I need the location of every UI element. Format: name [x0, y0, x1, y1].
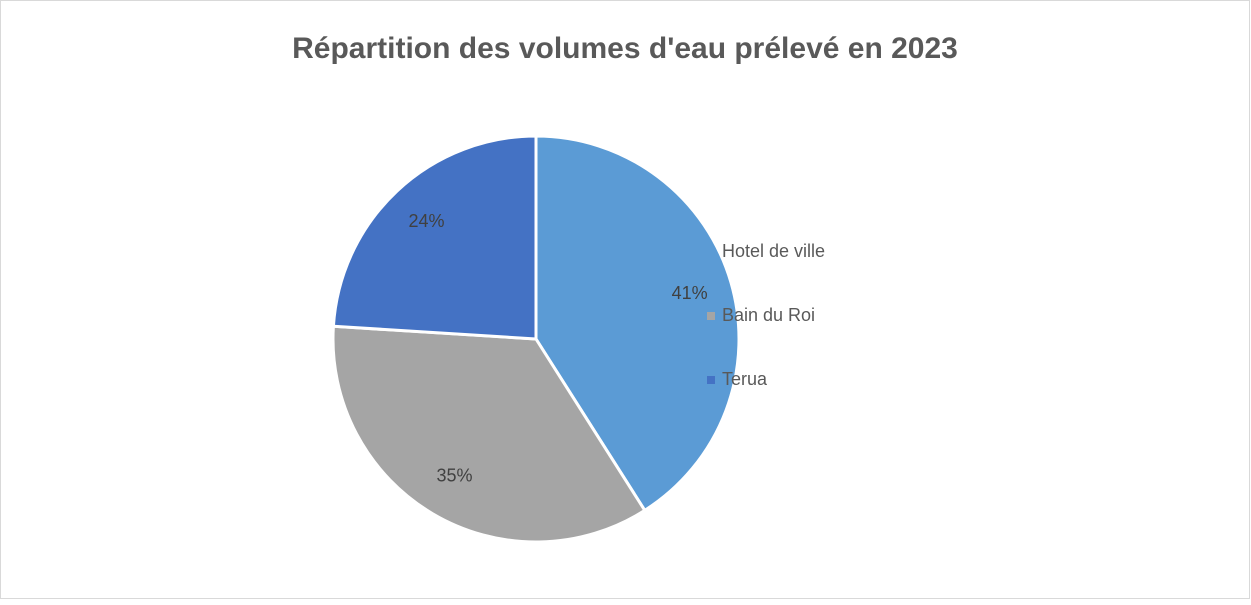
legend-marker — [707, 312, 715, 320]
legend-label: Bain du Roi — [722, 305, 815, 325]
data-label: 35% — [437, 465, 473, 485]
data-label: 24% — [408, 211, 444, 231]
legend-label: Terua — [722, 369, 768, 389]
legend-marker — [707, 376, 715, 384]
legend-marker — [707, 248, 715, 256]
pie-slice — [331, 134, 538, 341]
pie-slice — [331, 324, 647, 544]
chart-title: Répartition des volumes d'eau prélevé en… — [292, 32, 958, 65]
data-label: 41% — [672, 283, 708, 303]
legend-label: Hotel de ville — [722, 241, 825, 261]
